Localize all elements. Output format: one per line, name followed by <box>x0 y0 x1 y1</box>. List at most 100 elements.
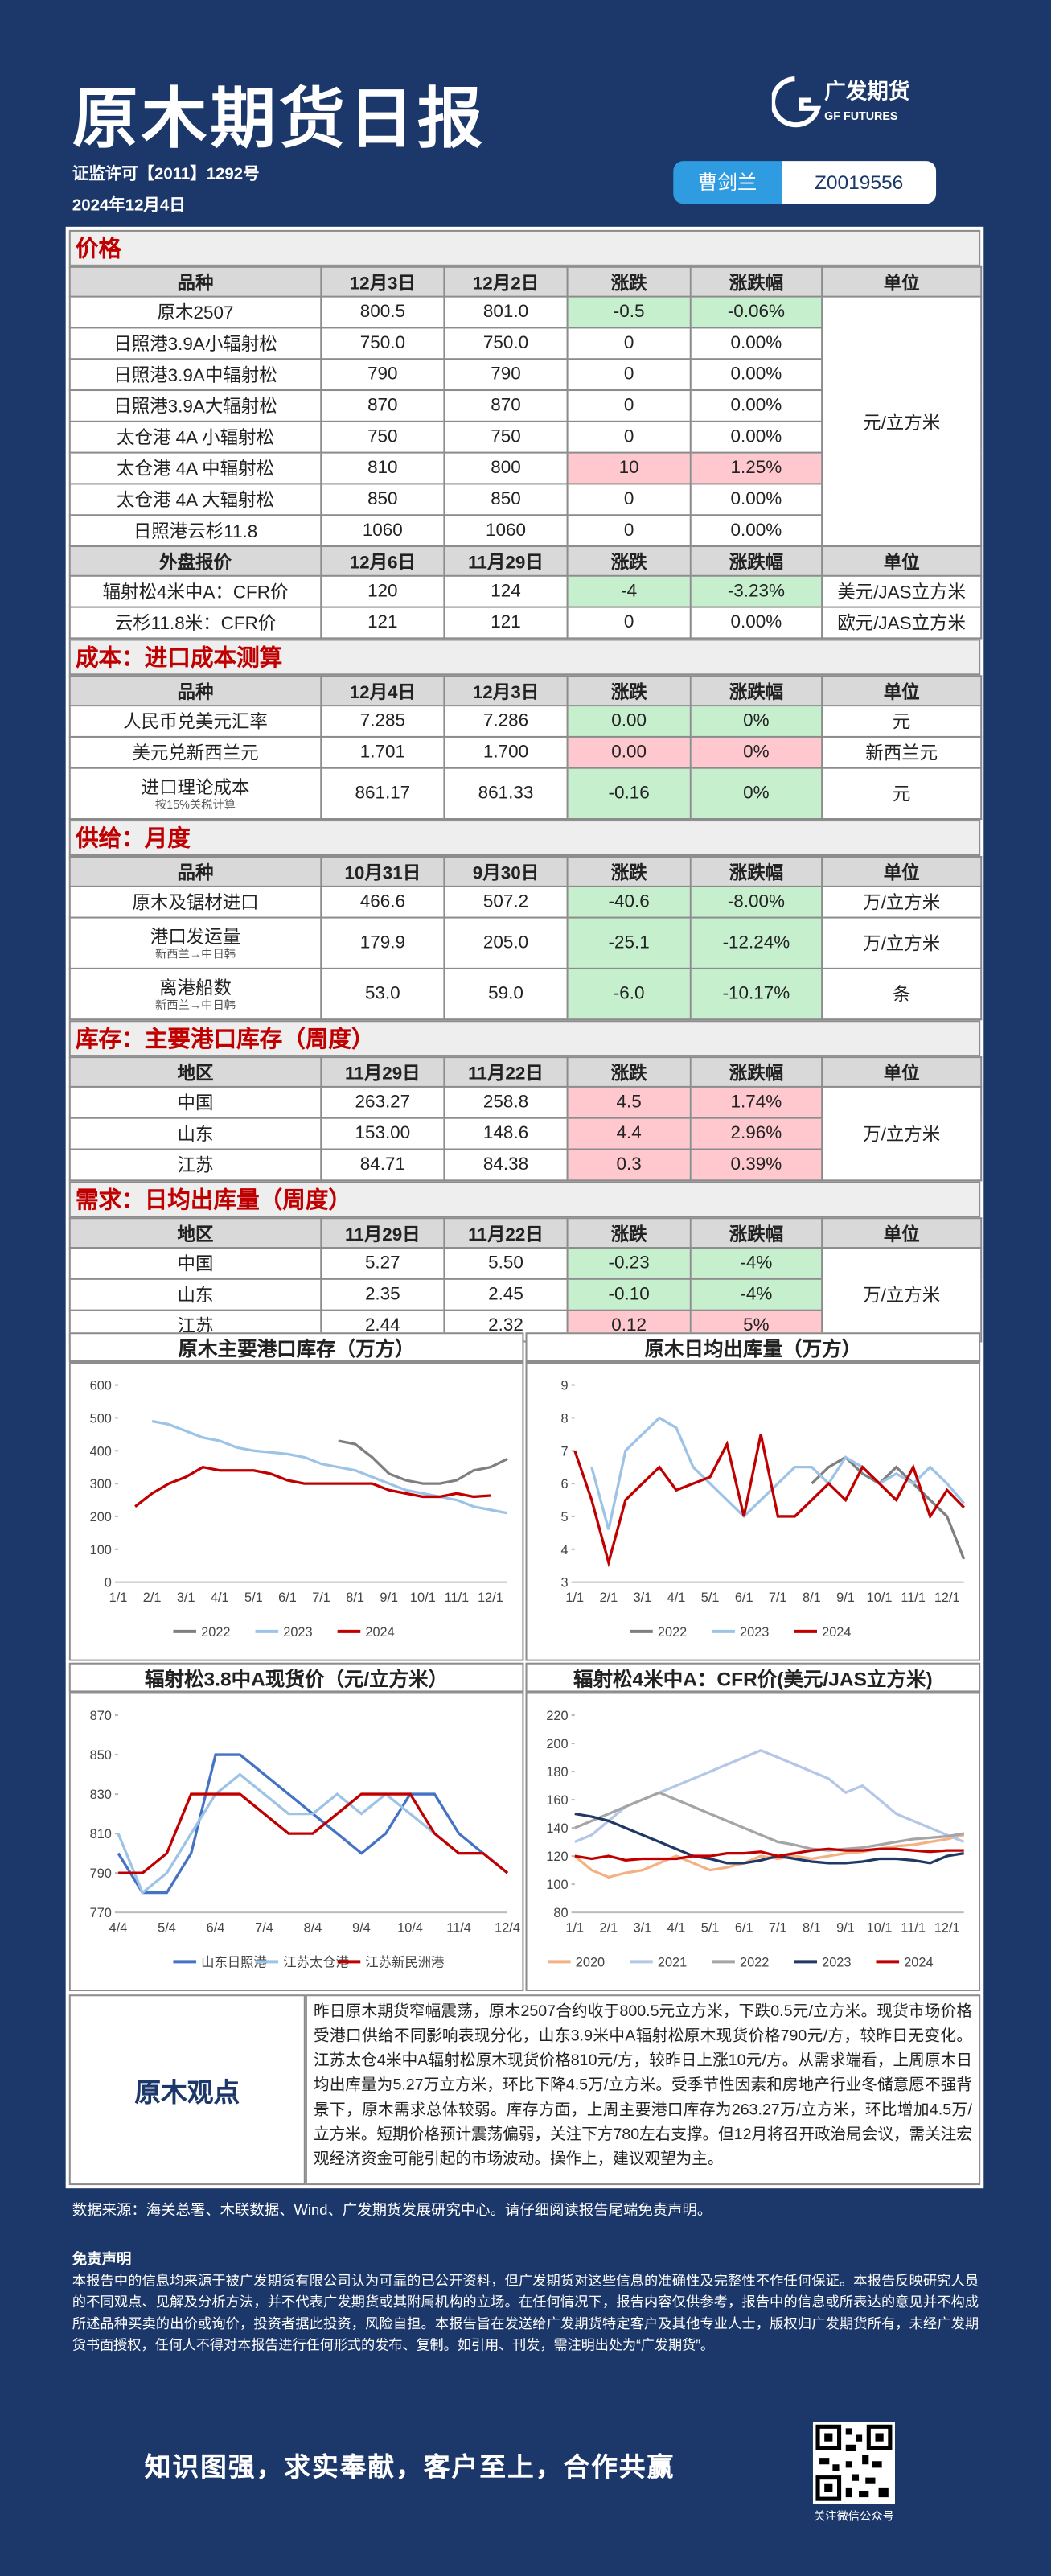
cell: 870 <box>443 389 569 422</box>
cell: 太仓港 4A 大辐射松 <box>68 483 322 516</box>
opinion-text: 昨日原木期货窄幅震荡，原木2507合约收于800.5元立方米，下跌0.5元/立方… <box>305 1994 981 2186</box>
x-tick-label: 8/1 <box>346 1590 364 1605</box>
cell: 53.0 <box>320 967 445 1021</box>
y-tick-label: 3 <box>561 1576 569 1590</box>
cell: 中国 <box>68 1085 322 1119</box>
x-tick-label: 11/4 <box>446 1921 471 1936</box>
chart-border <box>525 1692 981 1992</box>
x-tick-label: 11/1 <box>445 1590 470 1605</box>
x-tick-label: 4/1 <box>211 1590 229 1605</box>
section-title: 库存：主要港口库存（周度） <box>68 1020 981 1057</box>
cell: -10.17% <box>689 967 823 1021</box>
x-tick-label: 10/1 <box>867 1921 893 1936</box>
table-body: 品种 12月4日 12月3日 涨跌 涨跌幅 单位 人民币兑美元汇率 7.285 7.286 0.0… <box>68 675 983 821</box>
data-row: 人民币兑美元汇率 7.285 7.286 0.00 0% 元 <box>68 705 983 738</box>
data-row: 进口理论成本 按15%关税计算 861.17 861.33 -0.16 0% 元 <box>68 767 983 821</box>
x-tick-label: 1/1 <box>565 1921 584 1936</box>
data-row: 日照港3.9A小辐射松 750.0 750.0 0 0.00% <box>68 327 981 360</box>
y-tick-label: 4 <box>561 1543 569 1558</box>
license: 证监许可【2011】1292号 <box>72 166 260 184</box>
column-header: 涨跌幅 <box>689 265 823 298</box>
item-note: 按15%关税计算 <box>154 800 236 812</box>
report-date: 2024年12月4日 <box>72 197 186 216</box>
item-note: 新西兰→中日韩 <box>154 1000 236 1012</box>
unit: 元/立方米 <box>821 295 983 548</box>
cell: 153.00 <box>320 1117 445 1150</box>
cell: 日照港3.9A中辐射松 <box>68 358 322 392</box>
x-tick-label: 2/1 <box>143 1590 162 1605</box>
cell: 1.74% <box>689 1085 823 1119</box>
column-header: 涨跌 <box>566 545 692 577</box>
x-tick-label: 7/1 <box>769 1590 787 1605</box>
logo: 广发期货 GF FUTURES <box>771 76 909 128</box>
column-header: 11月29日 <box>443 545 569 577</box>
unit: 万/立方米 <box>821 916 983 969</box>
chart-title: 原木日均出库量（万方） <box>525 1332 981 1362</box>
table-body: 品种 12月3日 12月2日 涨跌 涨跌幅 单位 原木2507 800.5 801.0 -0.5-… <box>68 265 983 640</box>
cell: 121 <box>320 606 445 640</box>
item-name: 港口发运量 <box>150 928 241 949</box>
item-name: 离港船数 <box>159 979 232 999</box>
cell: 原木及锯材进口 <box>68 885 322 919</box>
series-line <box>574 1812 965 1865</box>
item-note: 新西兰→中日韩 <box>154 949 236 961</box>
x-tick-label: 9/4 <box>352 1921 371 1936</box>
data-row: 太仓港 4A 小辐射松 750 750 0 0.00% <box>68 420 981 454</box>
chart: 3 4 5 6 7 8 9 1/1 2/1 3/1 4/1 5/1 6/1 7/1 8/1 9/1 10/1 11… <box>525 1361 981 1661</box>
x-tick-label: 3/1 <box>177 1590 195 1605</box>
y-tick-label: 160 <box>546 1793 568 1808</box>
chart: 80 100 120 140 160 180 200 220 1/1 2/1 3/1 4/1 5/1 6/… <box>525 1692 981 1992</box>
cell: 0 <box>566 358 692 392</box>
data-row: 日照港云杉11.8 1060 1060 0 0.00% <box>68 514 981 548</box>
legend-label: 2023 <box>283 1625 312 1640</box>
cell: 4.5 <box>566 1085 692 1119</box>
unit: 元 <box>821 767 983 821</box>
cell: -12.24% <box>689 916 823 969</box>
section-title: 供给：月度 <box>68 820 981 856</box>
unit: 欧元/JAS立方米 <box>821 606 983 640</box>
column-header: 9月30日 <box>443 855 569 887</box>
legend-label: 2022 <box>740 1955 769 1969</box>
y-tick-label: 9 <box>561 1379 569 1393</box>
cell: -4 <box>566 574 692 608</box>
header-row: 品种 12月3日 12月2日 涨跌 涨跌幅 单位 <box>68 265 983 298</box>
y-tick-label: 810 <box>90 1827 112 1841</box>
x-tick-label: 6/4 <box>207 1921 225 1936</box>
header-row: 品种 12月4日 12月3日 涨跌 涨跌幅 单位 <box>68 675 983 707</box>
column-header: 单位 <box>821 855 983 887</box>
data-row: 太仓港 4A 中辐射松 810 800 10 1.25% <box>68 451 981 485</box>
cell: 0% <box>689 705 823 738</box>
legend-label: 2023 <box>740 1625 769 1640</box>
y-tick-label: 830 <box>90 1788 112 1802</box>
column-header: 品种 <box>68 265 322 298</box>
legend-label: 2023 <box>822 1955 851 1969</box>
series-line <box>338 1439 508 1485</box>
cell: 太仓港 4A 中辐射松 <box>68 451 322 485</box>
analyst-name: 曹剑兰 <box>673 161 782 204</box>
cell: 800 <box>443 451 569 485</box>
data-row: 美元兑新西兰元 1.701 1.700 0.00 0% 新西兰元 <box>68 735 983 769</box>
cell: 84.38 <box>443 1148 569 1182</box>
y-tick-label: 80 <box>553 1906 568 1920</box>
section-title: 需求：日均出库量（周度） <box>68 1181 981 1218</box>
x-tick-label: 12/1 <box>934 1921 960 1936</box>
data-table: 品种 12月3日 12月2日 涨跌 涨跌幅 单位 原木2507 800.5 801.0 -0.5-… <box>68 265 983 640</box>
cell: -0.16 <box>566 767 692 821</box>
cell: -8.00% <box>689 885 823 919</box>
unit: 元 <box>821 705 983 738</box>
cell: 850 <box>443 483 569 516</box>
data-row: 中国 263.27 258.8 4.5 1.74% 万/立方米 <box>68 1085 983 1182</box>
legend-label: 2024 <box>365 1625 394 1640</box>
y-tick-label: 120 <box>546 1850 568 1864</box>
cell: 1060 <box>320 514 445 548</box>
series-line <box>573 1434 965 1568</box>
x-tick-label: 10/1 <box>410 1590 436 1605</box>
cell: 美元兑新西兰元 <box>68 735 322 769</box>
y-tick-label: 870 <box>90 1709 112 1723</box>
unit: 万/立方米 <box>821 1085 983 1182</box>
y-tick-label: 180 <box>546 1765 568 1780</box>
x-tick-label: 5/1 <box>244 1590 263 1605</box>
chart: 770 790 810 830 850 870 4/4 5/4 6/4 7/4 8/4 9/4 10/4… <box>68 1692 524 1992</box>
legend-label: 山东日照港 <box>201 1955 267 1969</box>
y-tick-label: 7 <box>561 1444 569 1459</box>
